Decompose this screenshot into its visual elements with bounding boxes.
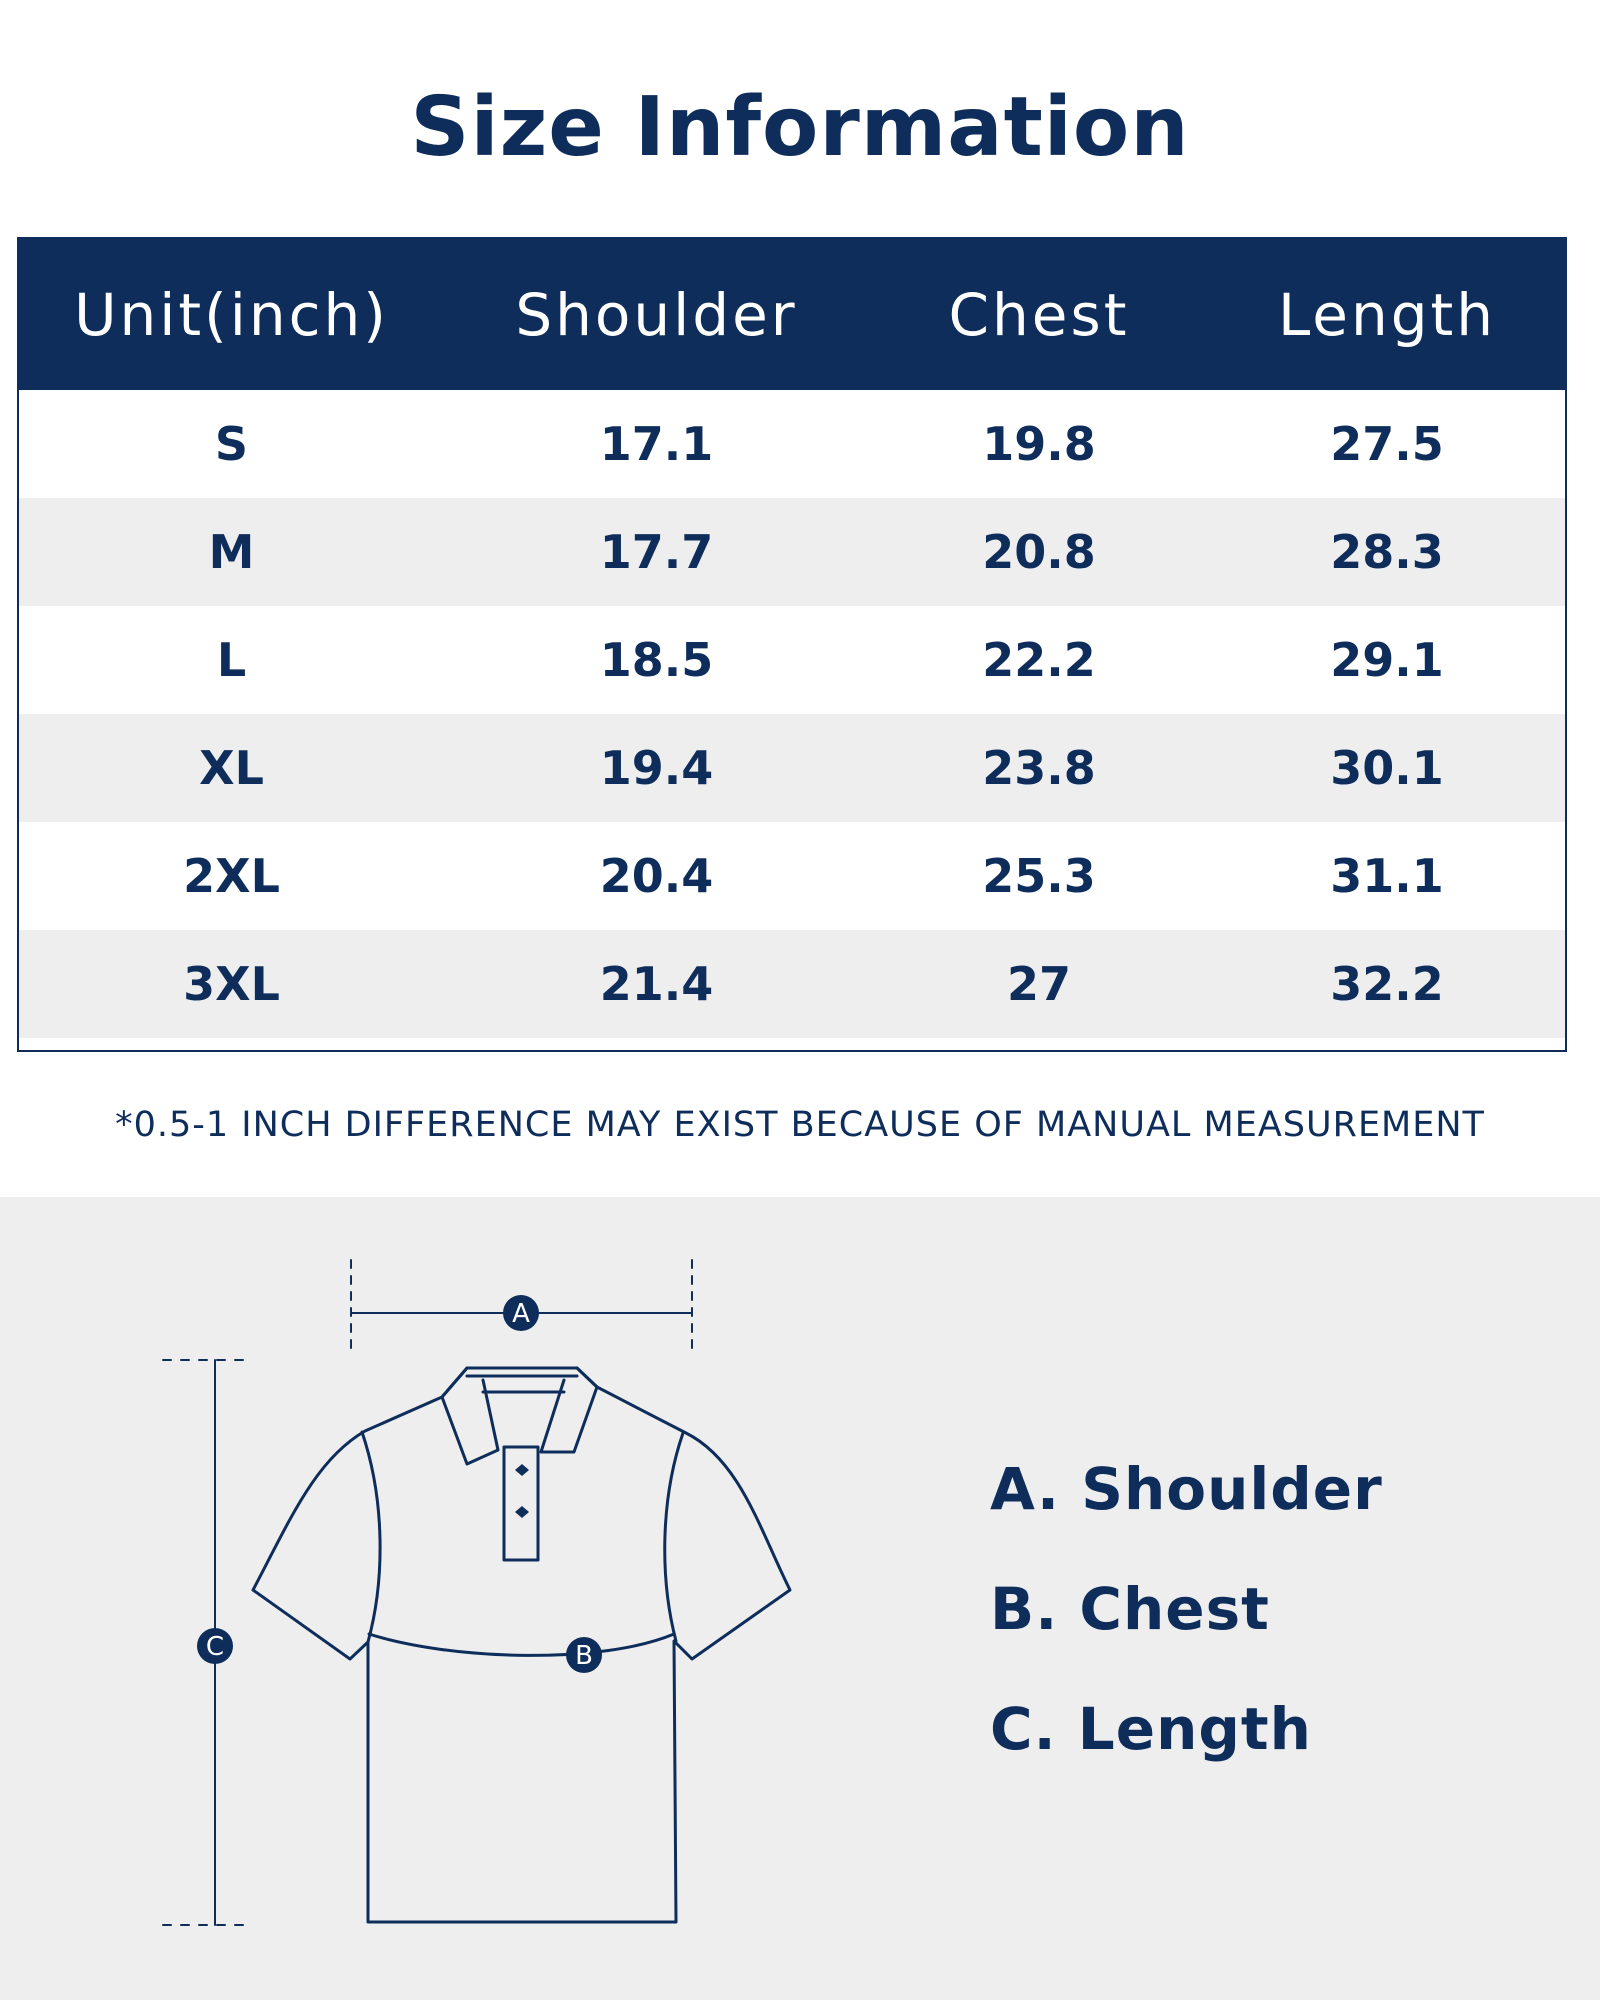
left-sleeve-seam <box>360 1430 382 1644</box>
chest-cell: 19.8 <box>982 417 1096 471</box>
chest-cell: 20.8 <box>982 525 1096 579</box>
legend-length: C. Length <box>990 1695 1312 1763</box>
shoulder-cell: 17.1 <box>599 417 714 471</box>
table-row: M 17.7 20.8 28.3 <box>19 498 1565 606</box>
chest-cell: 27 <box>1006 957 1071 1011</box>
header-cell-length: Length <box>1277 280 1497 349</box>
size-cell: XL <box>199 741 264 795</box>
length-cell: 29.1 <box>1330 633 1444 687</box>
size-cell: M <box>208 525 255 579</box>
chest-cell: 25.3 <box>982 849 1096 903</box>
length-cell: 32.2 <box>1330 957 1444 1011</box>
table-row: XL 19.4 23.8 30.1 <box>19 714 1565 822</box>
measurement-note: *0.5-1 INCH DIFFERENCE MAY EXIST BECAUSE… <box>115 1105 1485 1145</box>
size-cell: 3XL <box>183 957 280 1011</box>
shoulder-cell: 19.4 <box>599 741 714 795</box>
chest-cell: 22.2 <box>982 633 1096 687</box>
collar-band <box>465 1374 579 1394</box>
collar-right <box>539 1366 599 1454</box>
legend-shoulder: A. Shoulder <box>990 1455 1383 1523</box>
marker-a-icon <box>503 1295 539 1331</box>
shirt-body <box>251 1366 792 1924</box>
shoulder-cell: 21.4 <box>599 957 714 1011</box>
size-cell: 2XL <box>183 849 280 903</box>
shoulder-cell: 20.4 <box>599 849 714 903</box>
shoulder-cell: 18.5 <box>599 633 714 687</box>
marker-a-label: A <box>512 1299 530 1329</box>
header-cell-chest: Chest <box>948 280 1130 349</box>
page-title: Size Information <box>410 80 1190 175</box>
collar-left <box>440 1366 500 1466</box>
right-sleeve-seam <box>663 1431 685 1643</box>
table-header: Unit(inch) Shoulder Chest Length <box>19 239 1565 390</box>
table-row: L 18.5 22.2 29.1 <box>19 606 1565 714</box>
size-table: Unit(inch) Shoulder Chest Length S 17.1 … <box>17 237 1567 1052</box>
shoulder-cell: 17.7 <box>599 525 714 579</box>
chest-cell: 23.8 <box>982 741 1096 795</box>
chest-curve <box>367 1632 676 1657</box>
marker-c-label: C <box>206 1632 224 1662</box>
table-row: 3XL 21.4 27 32.2 <box>19 930 1565 1038</box>
marker-b-label: B <box>575 1641 593 1671</box>
diagram-panel: A B C <box>0 1197 1600 2000</box>
header-cell-shoulder: Shoulder <box>515 280 798 349</box>
length-cell: 27.5 <box>1330 417 1444 471</box>
placket <box>502 1445 540 1562</box>
button-icon <box>515 1506 529 1518</box>
marker-c-icon <box>197 1628 233 1664</box>
table-row: 2XL 20.4 25.3 31.1 <box>19 822 1565 930</box>
polo-shirt-diagram: A B C <box>162 1259 792 1926</box>
button-icon <box>515 1464 529 1476</box>
length-cell: 30.1 <box>1330 741 1444 795</box>
table-row: S 17.1 19.8 27.5 <box>19 390 1565 498</box>
length-cell: 31.1 <box>1330 849 1444 903</box>
size-cell: L <box>216 633 247 687</box>
length-cell: 28.3 <box>1330 525 1444 579</box>
header-cell-unit: Unit(inch) <box>74 280 389 349</box>
legend-chest: B. Chest <box>990 1575 1270 1643</box>
size-cell: S <box>214 417 249 471</box>
marker-b-icon <box>566 1637 602 1673</box>
